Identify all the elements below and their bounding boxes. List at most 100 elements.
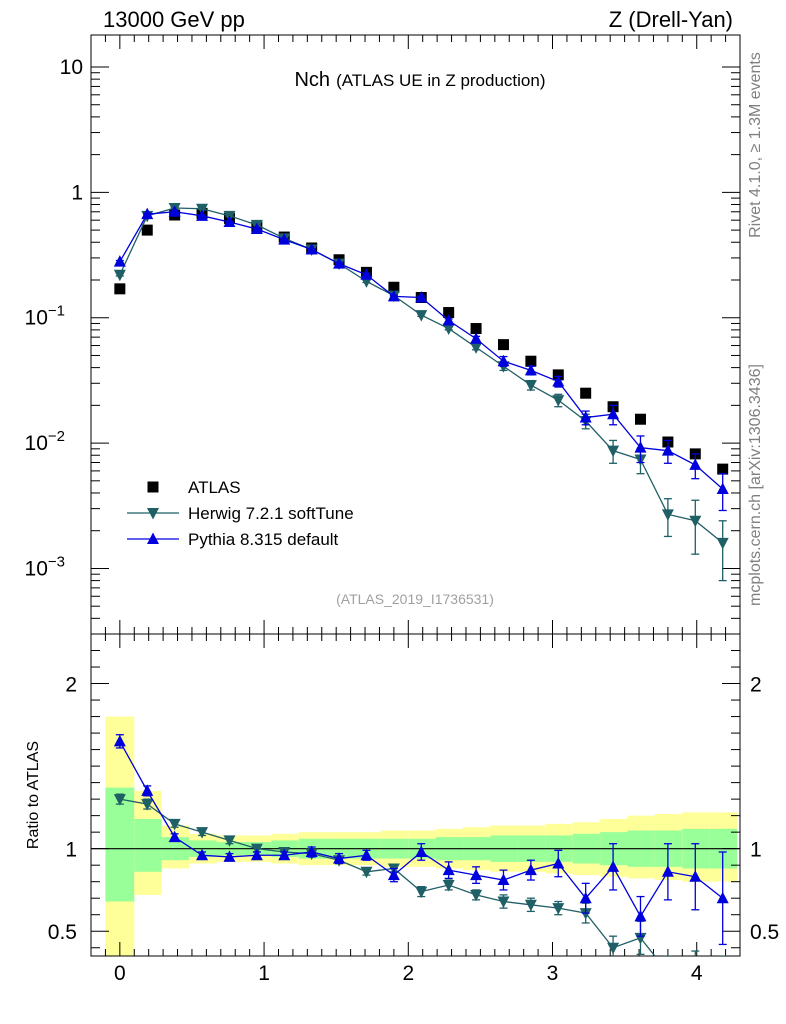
main-point-0-14 [497,339,509,351]
main-point-2-2 [168,205,181,217]
plot-title: Nch (ATLAS UE in Z production) [294,69,545,91]
main-point-2-1 [141,207,154,220]
ratio-series-0 [113,793,727,956]
ratio-xtick-label: 1 [258,962,270,985]
ratio-point-0-11 [415,886,428,899]
legend-label-1: Herwig 7.2.1 softTune [188,504,354,523]
ratio-point-1-22 [716,891,729,904]
ratio-ytick-label: 1 [65,839,77,862]
main-point-2-14 [497,354,510,367]
main-point-1-22 [716,537,729,550]
ratio-point-0-9 [360,866,373,879]
ratio-xtick-label: 0 [114,962,126,985]
ratio-point-1-9 [360,848,373,861]
main-ytick-exp: −1 [48,303,65,320]
band-inner-0 [105,787,135,902]
ratio-frame [90,633,741,957]
main-point-1-0 [113,269,126,282]
ratio-ytick-label: 2 [65,674,77,697]
main-point-1-20 [661,509,674,521]
ratio-point-0-15 [524,899,537,912]
main-point-1-11 [415,310,428,322]
ratio-ytick-label-right: 1 [750,839,762,862]
main-ytick-exp: −2 [48,428,65,445]
ratio-point-0-1 [141,799,154,811]
main-point-2-17 [579,410,592,423]
main-point-0-15 [525,355,537,367]
title-sub: (ATLAS UE in Z production) [336,71,545,90]
ratio-axes: 0.5 0.5 1 1 2 2 0 1 2 3 4 [48,633,779,985]
ratio-point-1-7 [305,845,318,857]
legend-label-2: Pythia 8.315 default [188,530,339,549]
main-point-2-10 [387,289,400,302]
main-point-1-16 [552,395,565,407]
main-point-2-11 [415,290,428,303]
main-ytick-label: 10−3 [25,553,65,580]
ratio-point-1-5 [250,848,263,861]
rivet-label: Rivet 4.1.0, ≥ 1.3M events [747,52,764,238]
main-ytick-base: 10 [60,56,83,79]
ratio-xtick-label: 3 [547,962,559,985]
ratio-xtick-label: 2 [402,962,414,985]
main-point-2-3 [196,209,209,221]
ratio-point-1-17 [579,891,592,904]
ratio-point-0-2 [168,818,181,831]
main-point-2-12 [442,314,455,326]
header-right: Z (Drell-Yan) [609,7,733,32]
ratio-point-0-12 [442,879,455,892]
main-point-1-15 [524,380,537,392]
ratio-point-1-19 [634,909,647,922]
ratio-point-1-10 [387,868,400,881]
main-point-1-12 [442,323,455,336]
ratio-point-1-13 [470,868,483,881]
main-point-0-13 [470,323,482,335]
ratio-point-0-18 [607,942,620,955]
ratio-point-0-14 [497,896,510,909]
ratio-point-1-15 [524,863,537,876]
ratio-ytick-label-right: 2 [750,674,762,697]
main-point-2-18 [607,407,620,420]
ratio-point-1-11 [415,845,428,857]
header-left: 13000 GeV pp [103,7,245,32]
ratio-series-layer [113,734,729,956]
title-main: Nch [294,69,330,91]
main-ytick-label: 1 [71,181,83,204]
ratio-xtick-label: 4 [691,962,703,985]
main-point-0-1 [141,224,153,236]
ratio-point-0-4 [223,835,236,847]
ratio-point-1-20 [661,865,674,877]
ratio-point-1-12 [442,863,455,876]
ratio-point-1-4 [223,850,236,862]
main-series-2 [113,205,729,512]
ratio-point-0-0 [113,794,126,806]
ratio-ytick-label: 0.5 [48,921,77,944]
main-point-2-19 [634,441,647,453]
main-point-2-22 [716,482,729,495]
ratio-point-0-13 [470,889,483,902]
main-point-0-22 [717,463,729,475]
ratio-point-1-3 [196,848,209,861]
main-point-0-0 [114,283,126,295]
main-ytick-base: 10 [25,432,48,455]
main-point-2-5 [250,222,263,235]
main-point-2-15 [524,363,537,376]
main-point-0-10 [388,281,400,293]
legend-label-0: ATLAS [188,478,241,497]
main-ytick-label: 10−1 [25,303,65,330]
main-point-2-7 [305,243,318,255]
main-point-0-17 [580,387,592,399]
main-point-2-6 [278,233,291,245]
legend-marker-0 [147,481,159,493]
main-point-1-18 [607,445,620,458]
main-ytick-base: 10 [25,557,48,580]
ratio-point-0-17 [579,908,592,920]
main-point-2-0 [113,255,126,267]
ratio-y-label: Ratio to ATLAS [25,741,42,849]
main-point-2-4 [223,215,236,228]
main-point-2-16 [552,374,565,387]
ratio-point-1-14 [497,873,510,886]
main-ytick-base: 10 [25,307,48,330]
main-ytick-label: 10−2 [25,428,65,455]
ratio-point-0-3 [196,827,209,839]
